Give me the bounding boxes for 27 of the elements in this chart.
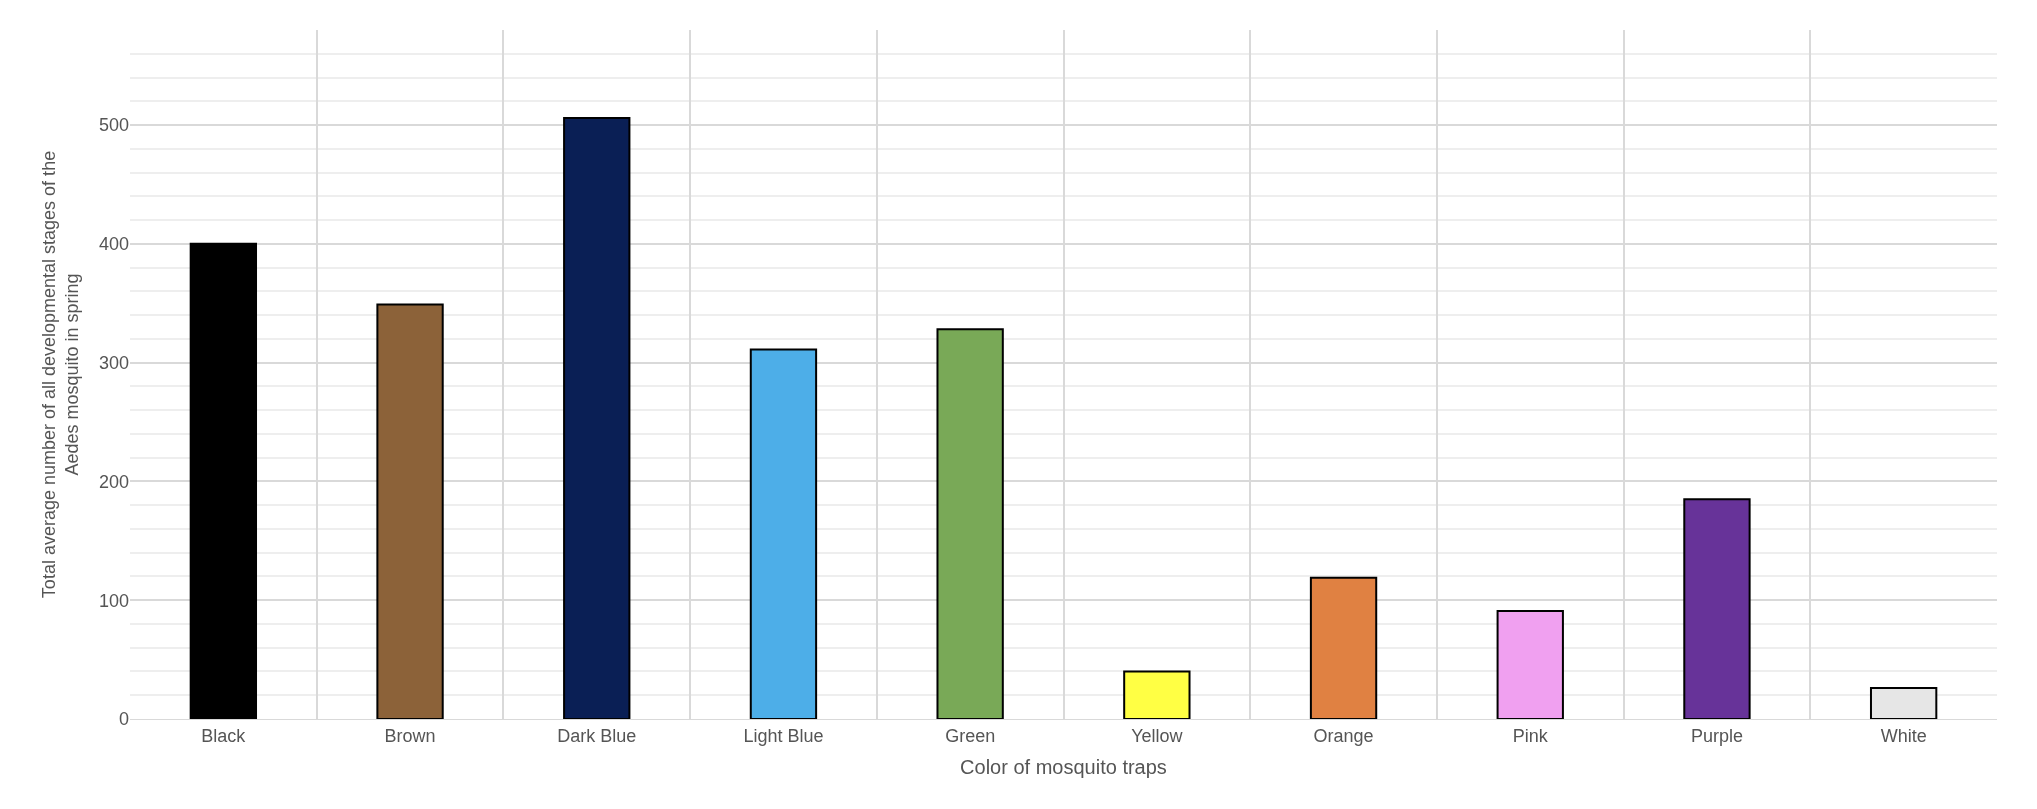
x-tick-label: Dark Blue <box>557 725 637 746</box>
y-tick-label: 0 <box>118 709 129 730</box>
y-tick-label: 300 <box>98 352 129 373</box>
x-tick-label: White <box>1880 725 1927 746</box>
bar <box>1309 576 1378 719</box>
x-tick-label: Light Blue <box>743 725 824 746</box>
bar <box>936 328 1004 719</box>
y-tick-label: 100 <box>98 590 129 611</box>
bar <box>1496 609 1564 719</box>
x-tick-label: Green <box>945 725 996 746</box>
x-tick-label: Black <box>201 725 247 746</box>
bar <box>189 242 258 719</box>
y-axis-title: Total average number of all developmental stages of the Aedes mosquito in spring <box>38 150 83 599</box>
x-tick-label: Orange <box>1313 725 1374 746</box>
x-axis-title: Color of mosquito traps <box>960 756 1167 779</box>
bar <box>376 303 444 719</box>
y-tick-label: 400 <box>98 234 129 255</box>
y-tick-label: 200 <box>98 471 129 492</box>
x-tick-label: Pink <box>1512 725 1549 746</box>
y-tick-label: 500 <box>98 115 129 136</box>
bar <box>749 348 818 719</box>
x-tick-label: Purple <box>1690 725 1743 746</box>
x-tick-label: Brown <box>384 725 436 746</box>
bar <box>1683 498 1751 719</box>
bar <box>1123 670 1191 719</box>
x-tick-label: Yellow <box>1131 725 1184 746</box>
bar <box>563 116 631 719</box>
